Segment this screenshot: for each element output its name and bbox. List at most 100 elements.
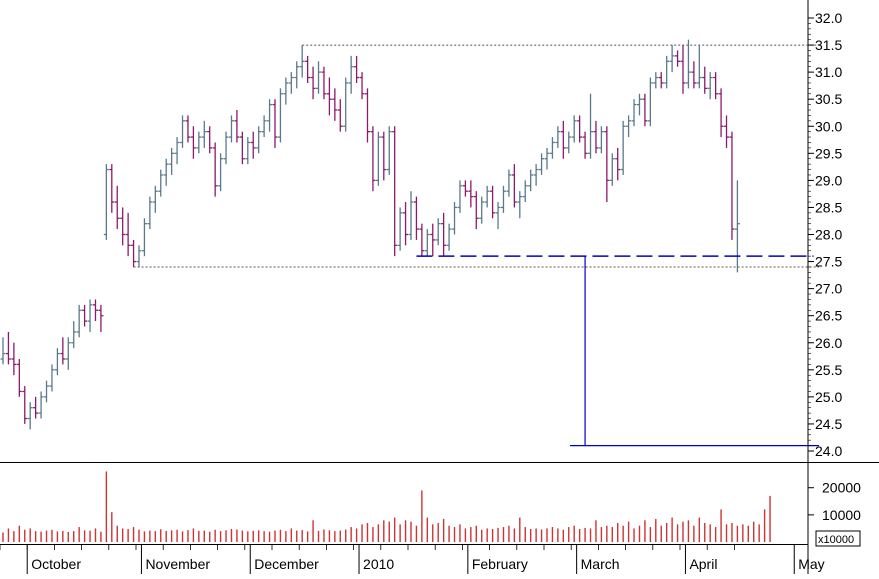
ohlc-bar [522,180,528,203]
ohlc-bar [65,337,71,370]
ohlc-bar [131,239,137,267]
ohlc-bar [299,45,305,78]
ohlc-bar [598,126,604,154]
price-tick-label: 29.0 [815,172,842,188]
ohlc-bar [653,72,659,89]
ohlc-bar [141,218,147,257]
ohlc-bar [544,147,550,170]
ohlc-bar [691,61,697,89]
ohlc-bar [560,120,566,159]
ohlc-bar [729,131,735,240]
ohlc-bar [38,391,44,419]
ohlc-bar [250,131,256,159]
ohlc-bar [196,131,202,154]
ohlc-bar [370,126,376,192]
ohlc-bar [163,158,169,186]
ohlc-bar [364,88,370,143]
ohlc-bar [337,99,343,132]
ohlc-bar [60,337,66,365]
ohlc-bar [49,364,55,392]
ohlc-bar [680,45,686,94]
price-tick-label: 28.5 [815,199,842,215]
price-bars [0,39,740,430]
ohlc-bar [577,115,583,143]
ohlc-bar [588,93,594,159]
ohlc-bar [636,93,642,116]
ohlc-bar [392,126,398,257]
month-label: 2010 [363,556,394,572]
ohlc-bar [408,191,414,240]
ohlc-bar [305,55,311,83]
ohlc-bar [33,396,39,419]
ohlc-bar [283,77,289,105]
ohlc-bar [125,212,131,257]
ohlc-bar [92,299,98,322]
ohlc-bar [223,131,229,165]
ohlc-bar [98,304,104,332]
ohlc-bar [294,61,300,89]
ohlc-bar [212,142,218,197]
ohlc-bar [180,115,186,148]
ohlc-bar [261,115,267,138]
ohlc-bar [582,131,588,159]
ohlc-bar [707,72,713,100]
ohlc-bar [5,331,11,365]
ohlc-bar [103,164,109,240]
price-tick-label: 26.5 [815,308,842,324]
ohlc-bar [441,212,447,257]
month-label: October [31,556,81,572]
ohlc-bar [675,50,681,67]
volume-bars [2,471,771,542]
month-label: May [798,556,824,572]
ohlc-bar [419,223,425,257]
ohlc-bar [664,55,670,89]
ohlc-bar [76,304,82,338]
ohlc-bar [571,115,577,143]
ohlc-bar [147,196,153,230]
ohlc-bar [604,126,610,203]
ohlc-bar [256,126,262,154]
ohlc-bar [669,45,675,73]
ohlc-bar [114,185,120,230]
ohlc-bar [566,131,572,154]
ohlc-bar [647,77,653,127]
ohlc-bar [190,126,196,159]
ohlc-bar [245,137,251,165]
volume-tick-label: 20000 [822,480,861,496]
price-tick-label: 27.5 [815,254,842,270]
axes: 32.0 31.5 31.0 30.5 30.0 29.5 29.0 28.5 28.0 27.5… [0,10,861,574]
ohlc-bar [479,196,485,224]
ohlc-bar [490,185,496,219]
volume-multiplier-box [815,530,861,547]
ohlc-bar [228,115,234,143]
ohlc-bar [381,131,387,181]
ohlc-bar [718,88,724,138]
ohlc-bar [288,72,294,94]
ohlc-bar [702,66,708,94]
ohlc-bar [593,120,599,154]
ohlc-bar [16,358,22,397]
ohlc-bar [500,185,506,213]
ohlc-bar [462,180,468,197]
ohlc-bar [626,115,632,138]
ohlc-bar [234,110,240,143]
price-tick-label: 27.0 [815,281,842,297]
ohlc-bar [539,153,545,175]
ohlc-bar [615,147,621,181]
price-tick-label: 30.0 [815,118,842,134]
month-label: February [472,556,528,572]
volume-tick-label: 10000 [822,507,861,523]
ohlc-bar [397,207,403,251]
ohlc-bar [0,337,6,365]
ohlc-bar [658,72,664,89]
ohlc-bar [609,153,615,186]
price-tick-label: 32.0 [815,10,842,26]
ohlc-bar [11,342,17,376]
ohlc-bar [174,137,180,165]
ohlc-bar [120,207,126,246]
ohlc-bar [403,202,409,246]
price-tick-label: 24.0 [815,443,842,459]
